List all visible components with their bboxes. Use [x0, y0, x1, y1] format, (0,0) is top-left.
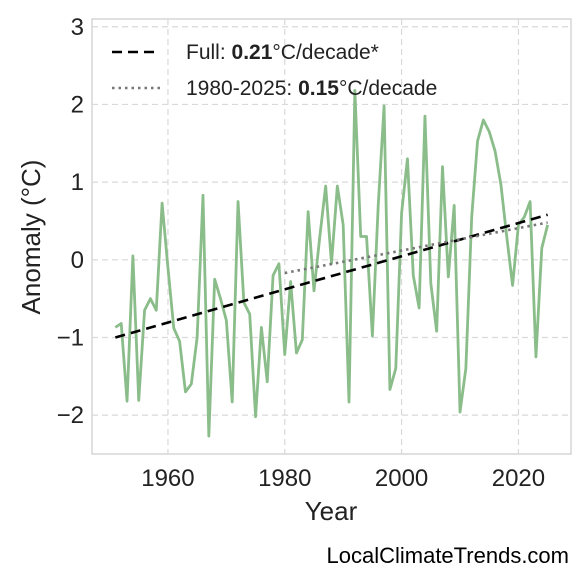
x-tick-label: 2000 — [375, 465, 428, 492]
legend-recent-prefix: 1980-2025: — [186, 77, 298, 100]
legend-entry-recent: 1980-2025: 0.15°C/decade — [186, 77, 437, 100]
tick-labels: 1960 1980 2000 2020 −2 −1 0 1 2 3 — [57, 14, 545, 492]
legend: Full: 0.21°C/decade* 1980-2025: 0.15°C/d… — [112, 41, 437, 100]
y-tick-label: 3 — [71, 14, 84, 41]
plot-area — [91, 18, 572, 455]
x-tick-label: 2020 — [492, 465, 545, 492]
y-tick-label: −1 — [57, 324, 84, 351]
legend-full-value: 0.21 — [232, 41, 273, 64]
legend-entry-full: Full: 0.21°C/decade* — [186, 41, 379, 64]
y-tick-label: −2 — [57, 402, 84, 429]
y-tick-label: 1 — [71, 169, 84, 196]
series — [114, 89, 549, 438]
legend-full-suffix: °C/decade* — [272, 41, 378, 64]
trend-line-full — [115, 213, 548, 339]
source-credit: LocalClimateTrends.com — [326, 543, 570, 568]
x-tick-label: 1980 — [258, 465, 311, 492]
trend-line-recent — [284, 221, 548, 275]
x-tick-label: 1960 — [141, 465, 194, 492]
legend-recent-value: 0.15 — [298, 77, 339, 100]
legend-full-prefix: Full: — [186, 41, 232, 64]
grid — [92, 19, 571, 454]
y-axis-label: Anomaly (°C) — [16, 160, 46, 315]
y-tick-label: 0 — [71, 247, 84, 274]
x-axis-label: Year — [305, 496, 358, 526]
legend-recent-suffix: °C/decade — [339, 77, 437, 100]
y-tick-label: 2 — [71, 91, 84, 118]
